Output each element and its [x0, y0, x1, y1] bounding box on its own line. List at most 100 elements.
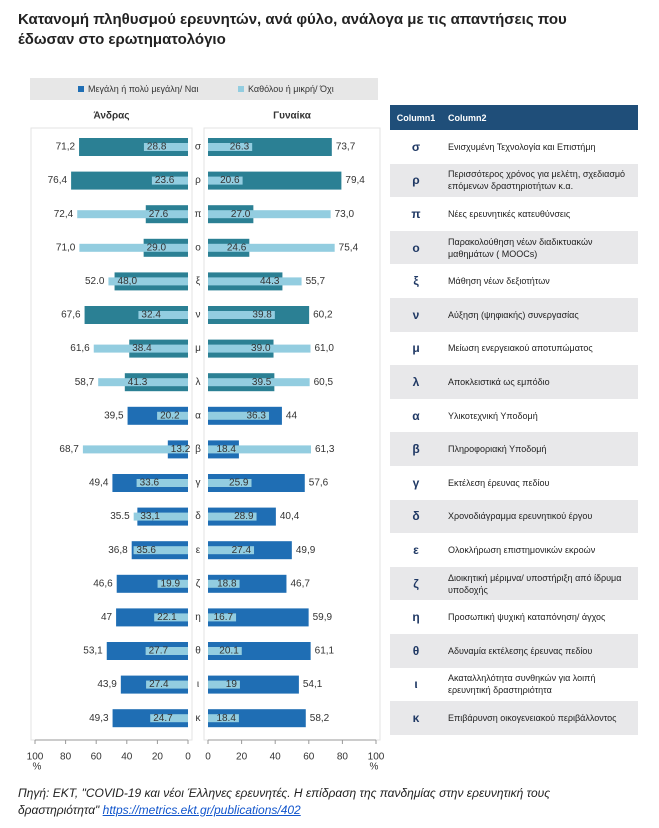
symbol-cell: ζ [413, 576, 419, 591]
bar [208, 176, 243, 185]
bar [145, 647, 188, 655]
table-header: Column1 Column2 [390, 105, 638, 130]
value-label: 54,1 [303, 679, 323, 690]
value-label: 76,4 [48, 175, 68, 186]
value-label: 41.3 [128, 377, 148, 388]
value-label: 19.9 [161, 578, 181, 589]
value-label: 73,0 [335, 209, 355, 220]
bar [116, 608, 188, 627]
bar [138, 311, 188, 319]
value-label: 39.0 [251, 343, 271, 354]
category-label: ι [197, 679, 199, 690]
description-cell: Ακαταλληλότητα συνθηκών για λοιπή ερευνη… [448, 673, 596, 696]
description-cell: Επιβάρυνση οικογενειακού περιβάλλοντος [448, 712, 617, 723]
axis-unit: % [33, 762, 42, 773]
table-row: θ Αδυναμία εκτέλεσης έρευνας πεδίου [390, 633, 638, 668]
value-label: 26.3 [230, 142, 250, 153]
table-row: ν Αύξηση (ψηφιακής) συνεργασίας [390, 297, 638, 332]
value-label: 46,7 [290, 578, 310, 589]
value-label: 60,2 [313, 310, 333, 321]
symbol-cell: α [412, 408, 420, 423]
source-link[interactable]: https://metrics.ekt.gr/publications/402 [102, 803, 301, 817]
legend-table: Column1 Column2 σ Ενισχυμένη Τεχνολογία και… [390, 105, 638, 735]
category-label: ο [195, 242, 201, 253]
value-label: 28.8 [147, 142, 167, 153]
value-label: 61,3 [315, 444, 335, 455]
description-cell: Περισσότερος χρόνος για μελέτη, σχεδιασμ… [448, 169, 626, 192]
table-row: λ Αποκλειστικά ως εμπόδιο [390, 365, 638, 399]
value-label: 43,9 [97, 679, 117, 690]
value-label: 58,7 [75, 377, 95, 388]
bar [143, 143, 188, 151]
x-tick-label: 100 [368, 752, 385, 763]
description-cell: Παρακολούθηση νέων διαδικτυακών μαθημάτω… [448, 236, 593, 259]
bar [208, 479, 252, 487]
bar [146, 680, 188, 689]
value-label: 20.2 [160, 410, 180, 421]
legend-swatch [78, 86, 84, 92]
value-label: 20.6 [220, 175, 240, 186]
legend-label: Καθόλου ή μικρή/ Όχι [248, 84, 334, 94]
value-label: 18.4 [216, 444, 236, 455]
table-row: ε Ολοκλήρωση επιστημονικών εκροών [390, 533, 638, 567]
value-label: 27.4 [149, 679, 169, 690]
value-label: 19 [226, 679, 238, 690]
value-label: 71,0 [56, 242, 76, 253]
category-label: β [195, 444, 201, 455]
table-row: δ Χρονοδιάγραμμα ερευνητικού έργου [390, 499, 638, 534]
table-row: ρ Περισσότερος χρόνος για μελέτη, σχεδιασ… [390, 163, 638, 198]
category-label: ρ [195, 175, 201, 186]
bar [133, 546, 188, 555]
table-row: σ Ενισχυμένη Τεχνολογία και Επιστήμη [390, 130, 638, 164]
bar [133, 512, 188, 521]
value-label: 13.2 [171, 444, 191, 455]
value-label: 47 [101, 612, 113, 623]
legend-label: Μεγάλη ή πολύ μεγάλη/ Ναι [88, 84, 198, 94]
symbol-cell: ν [412, 307, 420, 322]
header-cell: Column1 [396, 112, 436, 123]
bar [116, 574, 188, 593]
value-label: 39,5 [104, 410, 124, 421]
value-label: 73,7 [336, 142, 356, 153]
value-label: 44 [286, 410, 298, 421]
bar [208, 243, 335, 252]
value-label: 20.1 [219, 646, 239, 657]
bar [136, 479, 188, 487]
description-cell: Ενισχυμένη Τεχνολογία και Επιστήμη [448, 141, 596, 152]
value-label: 67,6 [61, 310, 81, 321]
axis-unit: % [370, 762, 379, 773]
chart-title: Κατανομή πληθυσμού ερευνητών, ανά φύλο, … [18, 11, 567, 48]
bar [208, 647, 242, 655]
category-label: ε [196, 545, 201, 556]
x-tick-label: 60 [303, 752, 315, 763]
bar [208, 512, 257, 521]
value-label: 39.8 [252, 310, 272, 321]
bar [208, 579, 240, 588]
category-label: σ [195, 142, 202, 153]
value-label: 36,8 [108, 545, 128, 556]
category-label: ν [196, 310, 201, 321]
description-cell: Αδυναμία εκτέλεσης έρευνας πεδίου [448, 645, 593, 656]
category-label: π [195, 209, 202, 220]
value-label: 18.8 [217, 578, 237, 589]
symbol-cell: β [412, 442, 420, 457]
bar [208, 675, 299, 694]
bar [108, 277, 188, 286]
description-cell: Αύξηση (ψηφιακής) συνεργασίας [448, 309, 579, 320]
bar [77, 210, 188, 219]
bar [150, 714, 188, 723]
description-cell: Προσωπική ψυχική καταπόνηση/ άγχος [448, 612, 606, 623]
value-label: 16.7 [214, 612, 234, 623]
bar [208, 474, 305, 492]
value-label: 60,5 [314, 377, 334, 388]
description-cell: Νέες ερευνητικές κατευθύνσεις [448, 208, 571, 219]
bar [98, 378, 188, 387]
value-label: 39.5 [252, 377, 272, 388]
value-label: 53,1 [83, 646, 103, 657]
value-label: 29.0 [147, 242, 167, 253]
description-cell: Ολοκλήρωση επιστημονικών εκροών [448, 544, 596, 555]
value-label: 49,3 [89, 713, 109, 724]
symbol-cell: μ [412, 341, 420, 356]
bar [208, 311, 275, 319]
